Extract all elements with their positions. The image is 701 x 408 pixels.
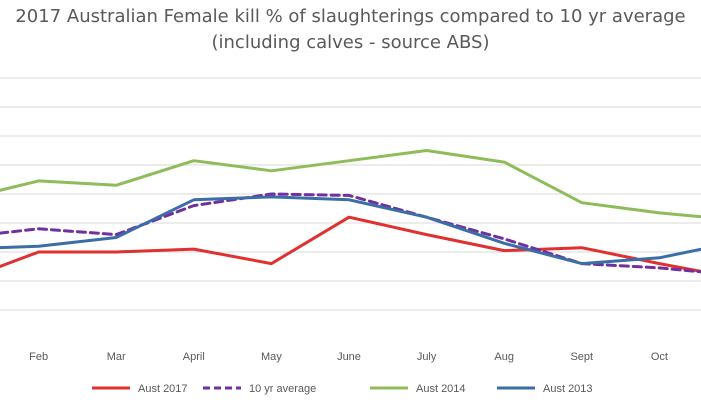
series-lines [0,149,701,274]
legend-label: 10 yr average [249,383,316,395]
series-line-aust-2013 [0,195,701,266]
x-tick-label: Mar [107,351,126,363]
chart-title: 2017 Australian Female kill % of slaught… [0,4,701,56]
x-tick-label: May [261,351,282,363]
series-line-aust-2017 [0,215,701,273]
legend-label: Aust 2014 [416,383,466,395]
legend-label: Aust 2017 [138,383,188,395]
chart-title-line-1: 2017 Australian Female kill % of slaught… [15,6,686,27]
chart-subtitle: (including calves - source ABS) [211,32,490,53]
series-line-10-yr-average [0,192,701,274]
x-tick-label: Aug [494,351,514,363]
gridlines [0,77,701,311]
legend: Aust 2017 10 yr average Aust 2014 Aust 2013 [92,383,593,395]
x-tick-label: Sept [570,351,593,363]
x-tick-label: June [337,351,361,363]
series-line-aust-2014 [0,149,701,219]
legend-label: Aust 2013 [543,383,593,395]
x-tick-label: July [417,351,437,363]
x-tick-label: Oct [651,351,668,363]
x-tick-label: April [183,351,205,363]
x-tick-label: Feb [29,351,48,363]
x-axis-tick-labels: Feb Mar April May June July Aug Sept Oct [29,351,668,363]
